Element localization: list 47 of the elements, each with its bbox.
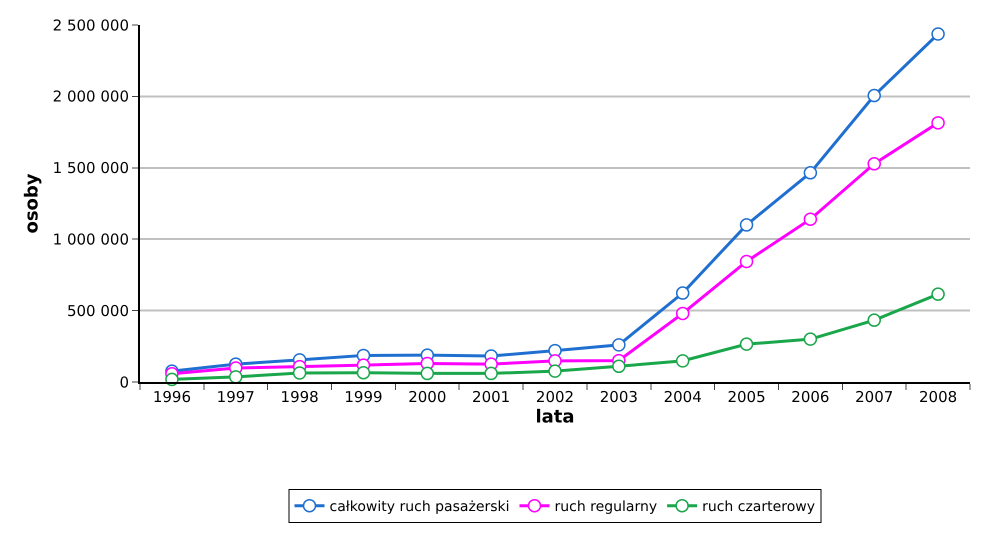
point: [804, 166, 818, 180]
x-tick-label: 2004: [664, 388, 702, 406]
y-tick-label: 500 000: [66, 302, 129, 320]
x-axis-title: lata: [535, 406, 575, 428]
point: [740, 254, 754, 268]
legend-label: ruch czarterowy: [702, 499, 815, 516]
x-tick-label: 1997: [216, 388, 255, 406]
point: [420, 366, 434, 380]
point: [612, 360, 626, 374]
point: [931, 116, 945, 130]
point: [548, 364, 562, 378]
y-tick-label: 1 500 000: [52, 159, 129, 178]
legend-label: całkowity ruch pasażerski: [330, 499, 510, 516]
x-tick-label: 2001: [472, 388, 510, 406]
legend-label: ruch regularny: [554, 499, 658, 516]
point: [612, 338, 626, 352]
y-axis-title: osoby: [21, 173, 42, 234]
point: [931, 287, 945, 301]
x-tick-label: 1999: [344, 388, 383, 406]
point: [740, 337, 754, 351]
y-tick-label: 0: [119, 373, 129, 392]
point: [676, 306, 690, 320]
y-tick-label: 1 000 000: [52, 230, 129, 248]
point: [292, 366, 306, 380]
y-tick-label: 2 000 000: [52, 88, 129, 106]
x-tick-label: 2005: [727, 388, 766, 406]
point: [867, 157, 881, 171]
point: [867, 88, 881, 102]
point: [931, 27, 945, 41]
x-tick-label: 2000: [408, 388, 446, 406]
x-tick-label: 2007: [855, 388, 894, 406]
point: [804, 332, 818, 346]
point: [867, 313, 881, 327]
x-tick-label: 2002: [536, 388, 574, 406]
point: [484, 366, 498, 380]
x-tick-label: 2008: [918, 388, 958, 406]
point: [804, 212, 818, 226]
point: [356, 366, 370, 380]
point: [740, 218, 754, 232]
point: [229, 370, 243, 384]
point: [676, 354, 690, 368]
x-tick-label: 1998: [280, 388, 319, 406]
x-tick-label: 1996: [152, 388, 192, 406]
point: [676, 286, 690, 300]
y-tick-label: 2 500 000: [52, 16, 129, 34]
x-tick-label: 2003: [600, 388, 638, 406]
x-tick-label: 2006: [791, 388, 830, 406]
